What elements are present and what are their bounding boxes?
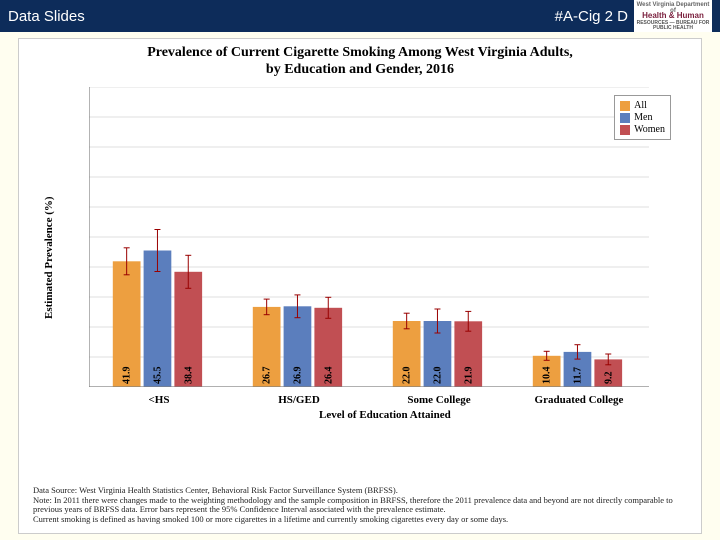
dept-logo: West Virginia Department of Health & Hum… (634, 0, 712, 32)
svg-text:10.4: 10.4 (542, 367, 553, 385)
slide-header: Data Slides #A-Cig 2 D West Virginia Dep… (0, 0, 720, 32)
legend-item: All (620, 100, 665, 111)
footnote-note: Note: In 2011 there were changes made to… (33, 496, 687, 516)
legend: AllMenWomen (614, 95, 671, 140)
footnote-def: Current smoking is defined as having smo… (33, 515, 687, 525)
logo-sub-text: RESOURCES — BUREAU FOR PUBLIC HEALTH (634, 21, 712, 31)
y-axis-label: Estimated Prevalence (%) (43, 196, 55, 319)
header-left-label: Data Slides (8, 8, 555, 25)
chart-title-line2: by Education and Gender, 2016 (266, 62, 454, 77)
svg-text:26.7: 26.7 (262, 367, 273, 385)
svg-text:38.4: 38.4 (183, 367, 194, 385)
svg-text:21.9: 21.9 (463, 367, 474, 385)
svg-text:45.5: 45.5 (152, 367, 163, 385)
logo-top-text: West Virginia Department of (634, 2, 712, 14)
slide-body: Prevalence of Current Cigarette Smoking … (0, 32, 720, 540)
legend-item: Women (620, 124, 665, 135)
chart-plot: 0102030405060708090100 41.945.538.426.72… (89, 87, 649, 387)
svg-text:41.9: 41.9 (122, 367, 133, 385)
legend-label: All (634, 100, 647, 111)
svg-text:22.0: 22.0 (432, 367, 443, 385)
x-axis-label: Level of Education Attained (319, 409, 451, 421)
svg-text:9.2: 9.2 (603, 372, 614, 385)
legend-item: Men (620, 112, 665, 123)
header-right-label: #A-Cig 2 D (555, 8, 628, 25)
legend-swatch (620, 101, 630, 111)
svg-text:Graduated College: Graduated College (535, 394, 624, 406)
gridlines (89, 87, 649, 387)
chart-container: Prevalence of Current Cigarette Smoking … (18, 38, 702, 534)
chart-title: Prevalence of Current Cigarette Smoking … (19, 39, 701, 79)
svg-text:26.9: 26.9 (292, 367, 303, 385)
category-labels: <HS HS/GED Some College Graduated College (89, 387, 649, 427)
legend-swatch (620, 125, 630, 135)
legend-label: Women (634, 124, 665, 135)
svg-text:HS/GED: HS/GED (278, 394, 320, 406)
svg-text:11.7: 11.7 (572, 367, 583, 384)
legend-swatch (620, 113, 630, 123)
legend-label: Men (634, 112, 652, 123)
svg-text:Some College: Some College (407, 394, 470, 406)
footnotes: Data Source: West Virginia Health Statis… (33, 486, 687, 525)
svg-text:22.0: 22.0 (402, 367, 413, 385)
chart-title-line1: Prevalence of Current Cigarette Smoking … (147, 45, 573, 60)
svg-text:<HS: <HS (149, 394, 170, 406)
svg-text:26.4: 26.4 (323, 367, 334, 385)
